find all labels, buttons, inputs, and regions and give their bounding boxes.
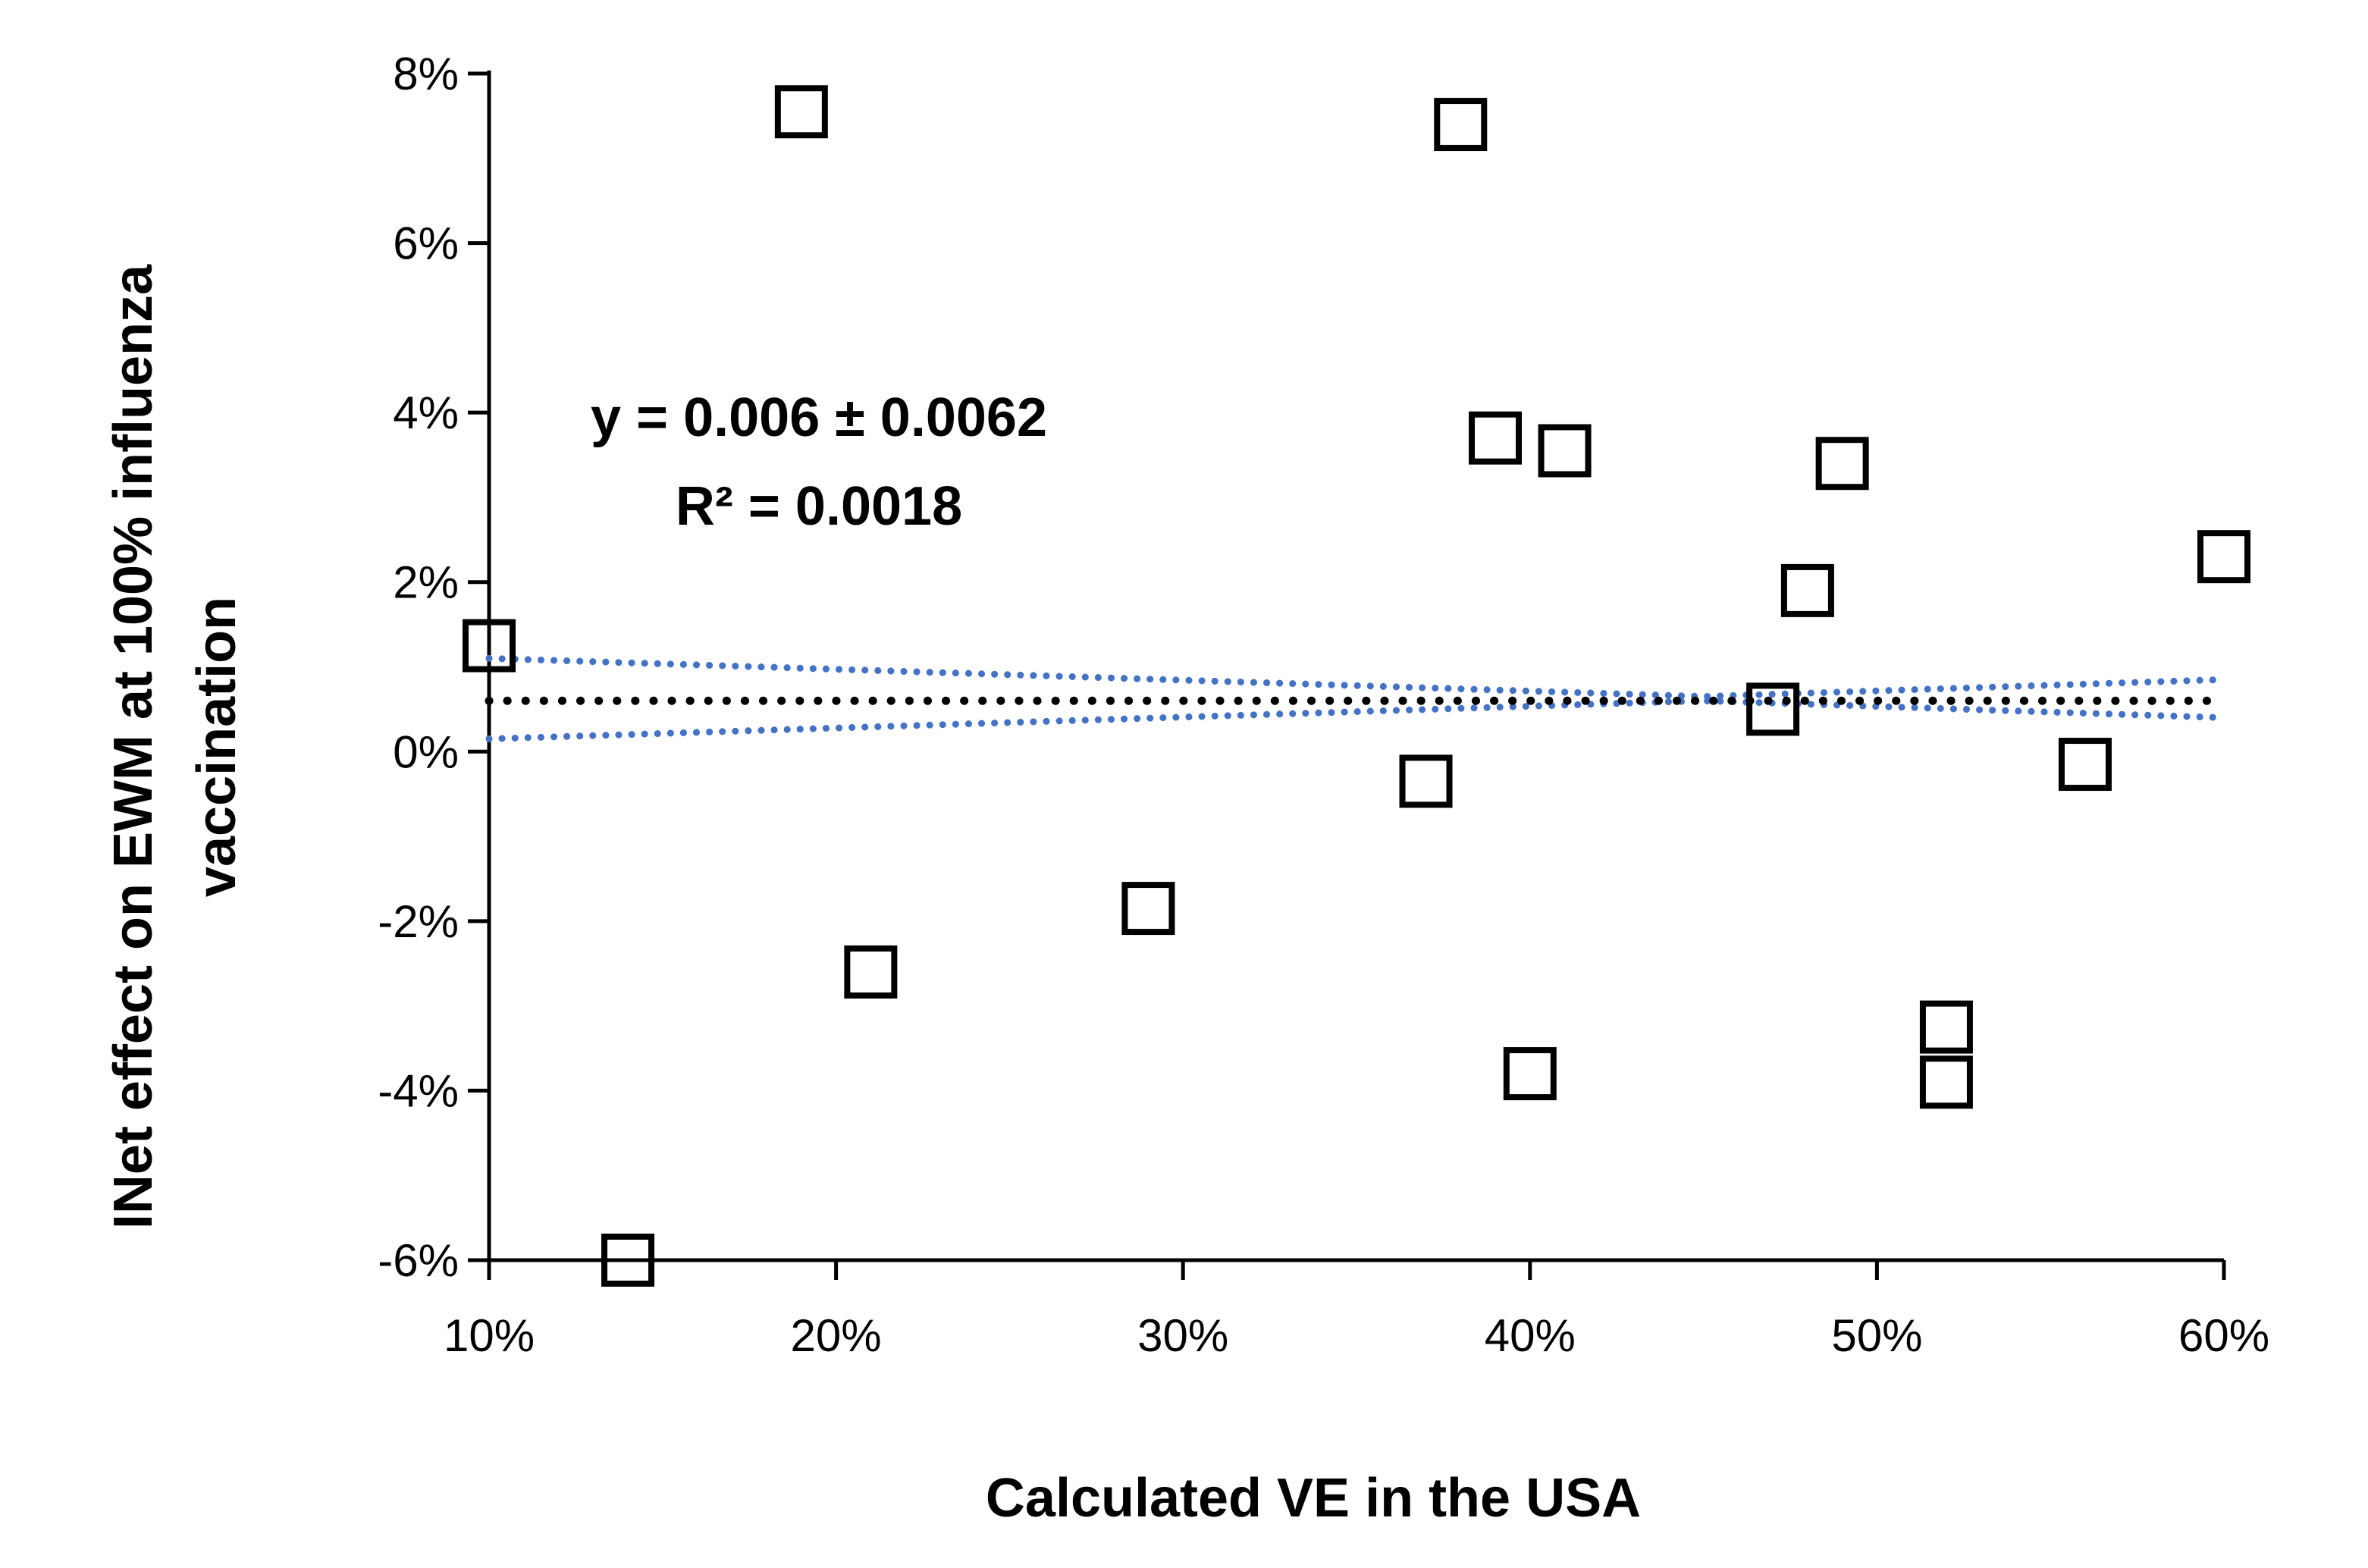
x-tick-label: 20% bbox=[791, 1310, 882, 1361]
y-tick-label: -6% bbox=[378, 1235, 459, 1286]
data-point bbox=[774, 85, 828, 139]
data-point bbox=[1503, 1047, 1557, 1101]
axes bbox=[468, 71, 2226, 1280]
y-tick-label: 6% bbox=[393, 218, 459, 269]
data-point bbox=[1815, 437, 1869, 491]
confidence-band-upper bbox=[485, 654, 2228, 701]
y-axis-title-line-1: INet effect on EWM at 100% influenza bbox=[103, 264, 164, 1229]
y-tick-label: 4% bbox=[393, 387, 459, 438]
data-point bbox=[1780, 563, 1834, 617]
r-squared-label: R² = 0.0018 bbox=[676, 476, 962, 537]
y-axis-title-line-2: vaccination bbox=[187, 597, 247, 897]
data-point bbox=[463, 619, 516, 673]
x-tick-label: 40% bbox=[1485, 1310, 1576, 1361]
y-tick-label: 8% bbox=[393, 49, 459, 99]
regression-equation: y = 0.006 ± 0.0062 bbox=[591, 387, 1047, 448]
y-tick-label: 0% bbox=[393, 726, 459, 777]
y-tick-label: 2% bbox=[393, 557, 459, 608]
data-point bbox=[1399, 754, 1453, 808]
y-axis-title: INet effect on EWM at 100% influenza vac… bbox=[103, 264, 247, 1229]
y-tick-label: -2% bbox=[378, 896, 459, 947]
data-points bbox=[463, 85, 2250, 1287]
data-point bbox=[844, 945, 898, 999]
data-point bbox=[1469, 411, 1523, 465]
confidence-band-lower bbox=[485, 697, 2228, 743]
x-tick-label: 10% bbox=[444, 1310, 535, 1361]
data-point bbox=[1919, 1000, 1973, 1054]
data-point bbox=[1746, 682, 1800, 736]
data-point bbox=[1434, 98, 1488, 152]
data-point bbox=[1538, 424, 1592, 478]
data-point bbox=[2197, 530, 2250, 584]
x-axis-title: Calculated VE in the USA bbox=[986, 1468, 1641, 1529]
x-tick-label: 60% bbox=[2178, 1310, 2269, 1361]
data-point bbox=[1121, 882, 1175, 936]
x-tick-label: 50% bbox=[1831, 1310, 1922, 1361]
data-point bbox=[1919, 1055, 1973, 1109]
y-tick-label: -4% bbox=[378, 1065, 459, 1116]
confidence-band bbox=[485, 654, 2228, 743]
data-point bbox=[2058, 738, 2112, 792]
tick-labels: -6% -4% -2% 0% 2% 4% 6% 8% 10% 20% 30% 40% 50% 60% bbox=[378, 49, 2269, 1361]
x-tick-label: 30% bbox=[1137, 1310, 1228, 1361]
data-point bbox=[601, 1234, 655, 1287]
